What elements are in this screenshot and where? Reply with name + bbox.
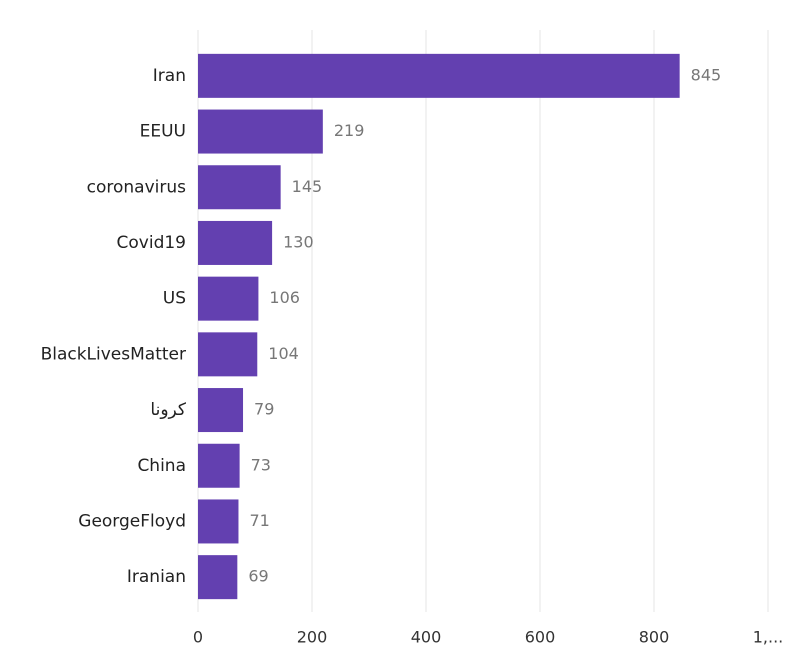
bar bbox=[198, 499, 239, 544]
y-tick-label: Iran bbox=[153, 66, 186, 86]
value-label: 71 bbox=[249, 511, 269, 530]
value-label: 130 bbox=[283, 232, 314, 251]
y-tick-label: EEUU bbox=[140, 122, 186, 142]
value-label: 79 bbox=[254, 400, 274, 419]
bar bbox=[198, 332, 258, 377]
y-tick-label: كرونا bbox=[150, 400, 187, 420]
bar bbox=[198, 165, 281, 210]
bar bbox=[198, 109, 323, 154]
bar bbox=[198, 220, 273, 265]
bar bbox=[198, 443, 240, 488]
bar bbox=[198, 388, 244, 433]
value-label: 104 bbox=[268, 344, 299, 363]
value-label: 106 bbox=[269, 288, 300, 307]
y-tick-label: coronavirus bbox=[87, 177, 187, 197]
value-label: 145 bbox=[292, 177, 323, 196]
y-tick-label: Iranian bbox=[127, 567, 186, 587]
y-tick-label: US bbox=[163, 289, 186, 309]
x-tick-label: 800 bbox=[639, 628, 670, 647]
y-tick-label: China bbox=[137, 456, 186, 476]
x-tick-label: 1,... bbox=[753, 628, 784, 647]
y-tick-label: Covid19 bbox=[117, 233, 186, 253]
x-tick-label: 400 bbox=[411, 628, 442, 647]
bar bbox=[198, 555, 238, 600]
x-tick-label: 600 bbox=[525, 628, 556, 647]
x-tick-label: 0 bbox=[193, 628, 203, 647]
value-label: 219 bbox=[334, 121, 365, 140]
value-label: 845 bbox=[691, 65, 722, 84]
x-tick-label: 200 bbox=[297, 628, 328, 647]
bar bbox=[198, 276, 259, 321]
value-label: 73 bbox=[251, 455, 271, 474]
y-tick-label: GeorgeFloyd bbox=[78, 511, 186, 531]
y-tick-label: BlackLivesMatter bbox=[41, 344, 186, 364]
bar bbox=[198, 53, 680, 98]
value-label: 69 bbox=[248, 567, 268, 586]
